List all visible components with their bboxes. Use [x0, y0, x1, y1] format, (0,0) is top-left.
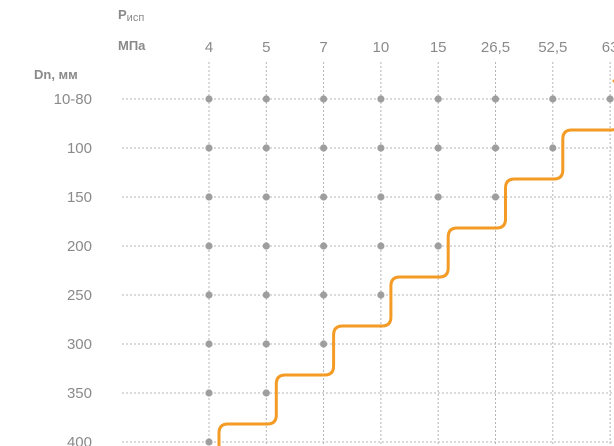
diameter-tick-label: 300: [67, 336, 92, 353]
pressure-tick-labels: 4 5 7 10 15 26,5 52,5 63: [205, 39, 614, 56]
diameter-tick-label: 250: [67, 287, 92, 304]
pressure-tick-label: 4: [205, 39, 213, 56]
pressure-tick-label: 52,5: [538, 39, 567, 56]
availability-point: [320, 193, 328, 201]
availability-point: [262, 291, 270, 299]
availability-point: [434, 193, 442, 201]
diameter-axis-title: Dn, мм: [34, 67, 78, 82]
pressure-tick-label: 15: [430, 39, 447, 56]
availability-point: [205, 242, 213, 250]
availability-point: [262, 389, 270, 397]
diameter-tick-labels: 10-80 100 150 200 250 300 350 400: [54, 91, 92, 446]
pressure-axis-title: Pисп: [118, 7, 145, 24]
availability-point: [320, 95, 328, 103]
availability-point: [377, 193, 385, 201]
availability-point: [434, 95, 442, 103]
availability-point: [320, 291, 328, 299]
availability-point: [205, 438, 213, 446]
availability-point: [205, 291, 213, 299]
availability-point: [377, 95, 385, 103]
diameter-tick-label: 200: [67, 238, 92, 255]
grid-lines: [122, 62, 614, 446]
availability-point: [434, 242, 442, 250]
availability-point: [491, 144, 500, 152]
availability-point: [262, 193, 270, 201]
availability-points: [205, 95, 614, 446]
diameter-tick-label: 100: [67, 140, 92, 157]
availability-point: [434, 144, 442, 152]
pressure-tick-label: 7: [319, 39, 327, 56]
availability-point: [262, 95, 270, 103]
pressure-tick-label: 26,5: [481, 39, 510, 56]
availability-point: [262, 144, 270, 152]
availability-point: [377, 242, 385, 250]
availability-point: [320, 242, 328, 250]
availability-point: [205, 340, 213, 348]
availability-point: [491, 193, 500, 201]
availability-point: [549, 144, 557, 152]
availability-point: [262, 242, 270, 250]
pressure-tick-label: 5: [262, 39, 270, 56]
pressure-unit-label: МПа: [118, 38, 146, 53]
availability-point: [262, 340, 270, 348]
availability-point: [205, 193, 213, 201]
availability-point: [320, 144, 328, 152]
availability-point: [491, 95, 500, 103]
diameter-tick-label: 150: [67, 189, 92, 206]
availability-point: [377, 291, 385, 299]
pressure-symbol: P: [118, 7, 127, 22]
availability-point: [205, 389, 213, 397]
pressure-tick-label: 10: [373, 39, 390, 56]
availability-boundary-line: [217, 79, 614, 446]
diameter-tick-label: 10-80: [54, 91, 92, 108]
availability-point: [205, 144, 213, 152]
diameter-tick-label: 400: [67, 434, 92, 446]
availability-point: [320, 340, 328, 348]
availability-point: [205, 95, 213, 103]
availability-point: [549, 95, 557, 103]
availability-point: [606, 95, 614, 103]
diameter-tick-label: 350: [67, 385, 92, 402]
pressure-subscript: исп: [126, 12, 145, 24]
pressure-tick-label: 63: [602, 39, 614, 56]
availability-point: [377, 144, 385, 152]
